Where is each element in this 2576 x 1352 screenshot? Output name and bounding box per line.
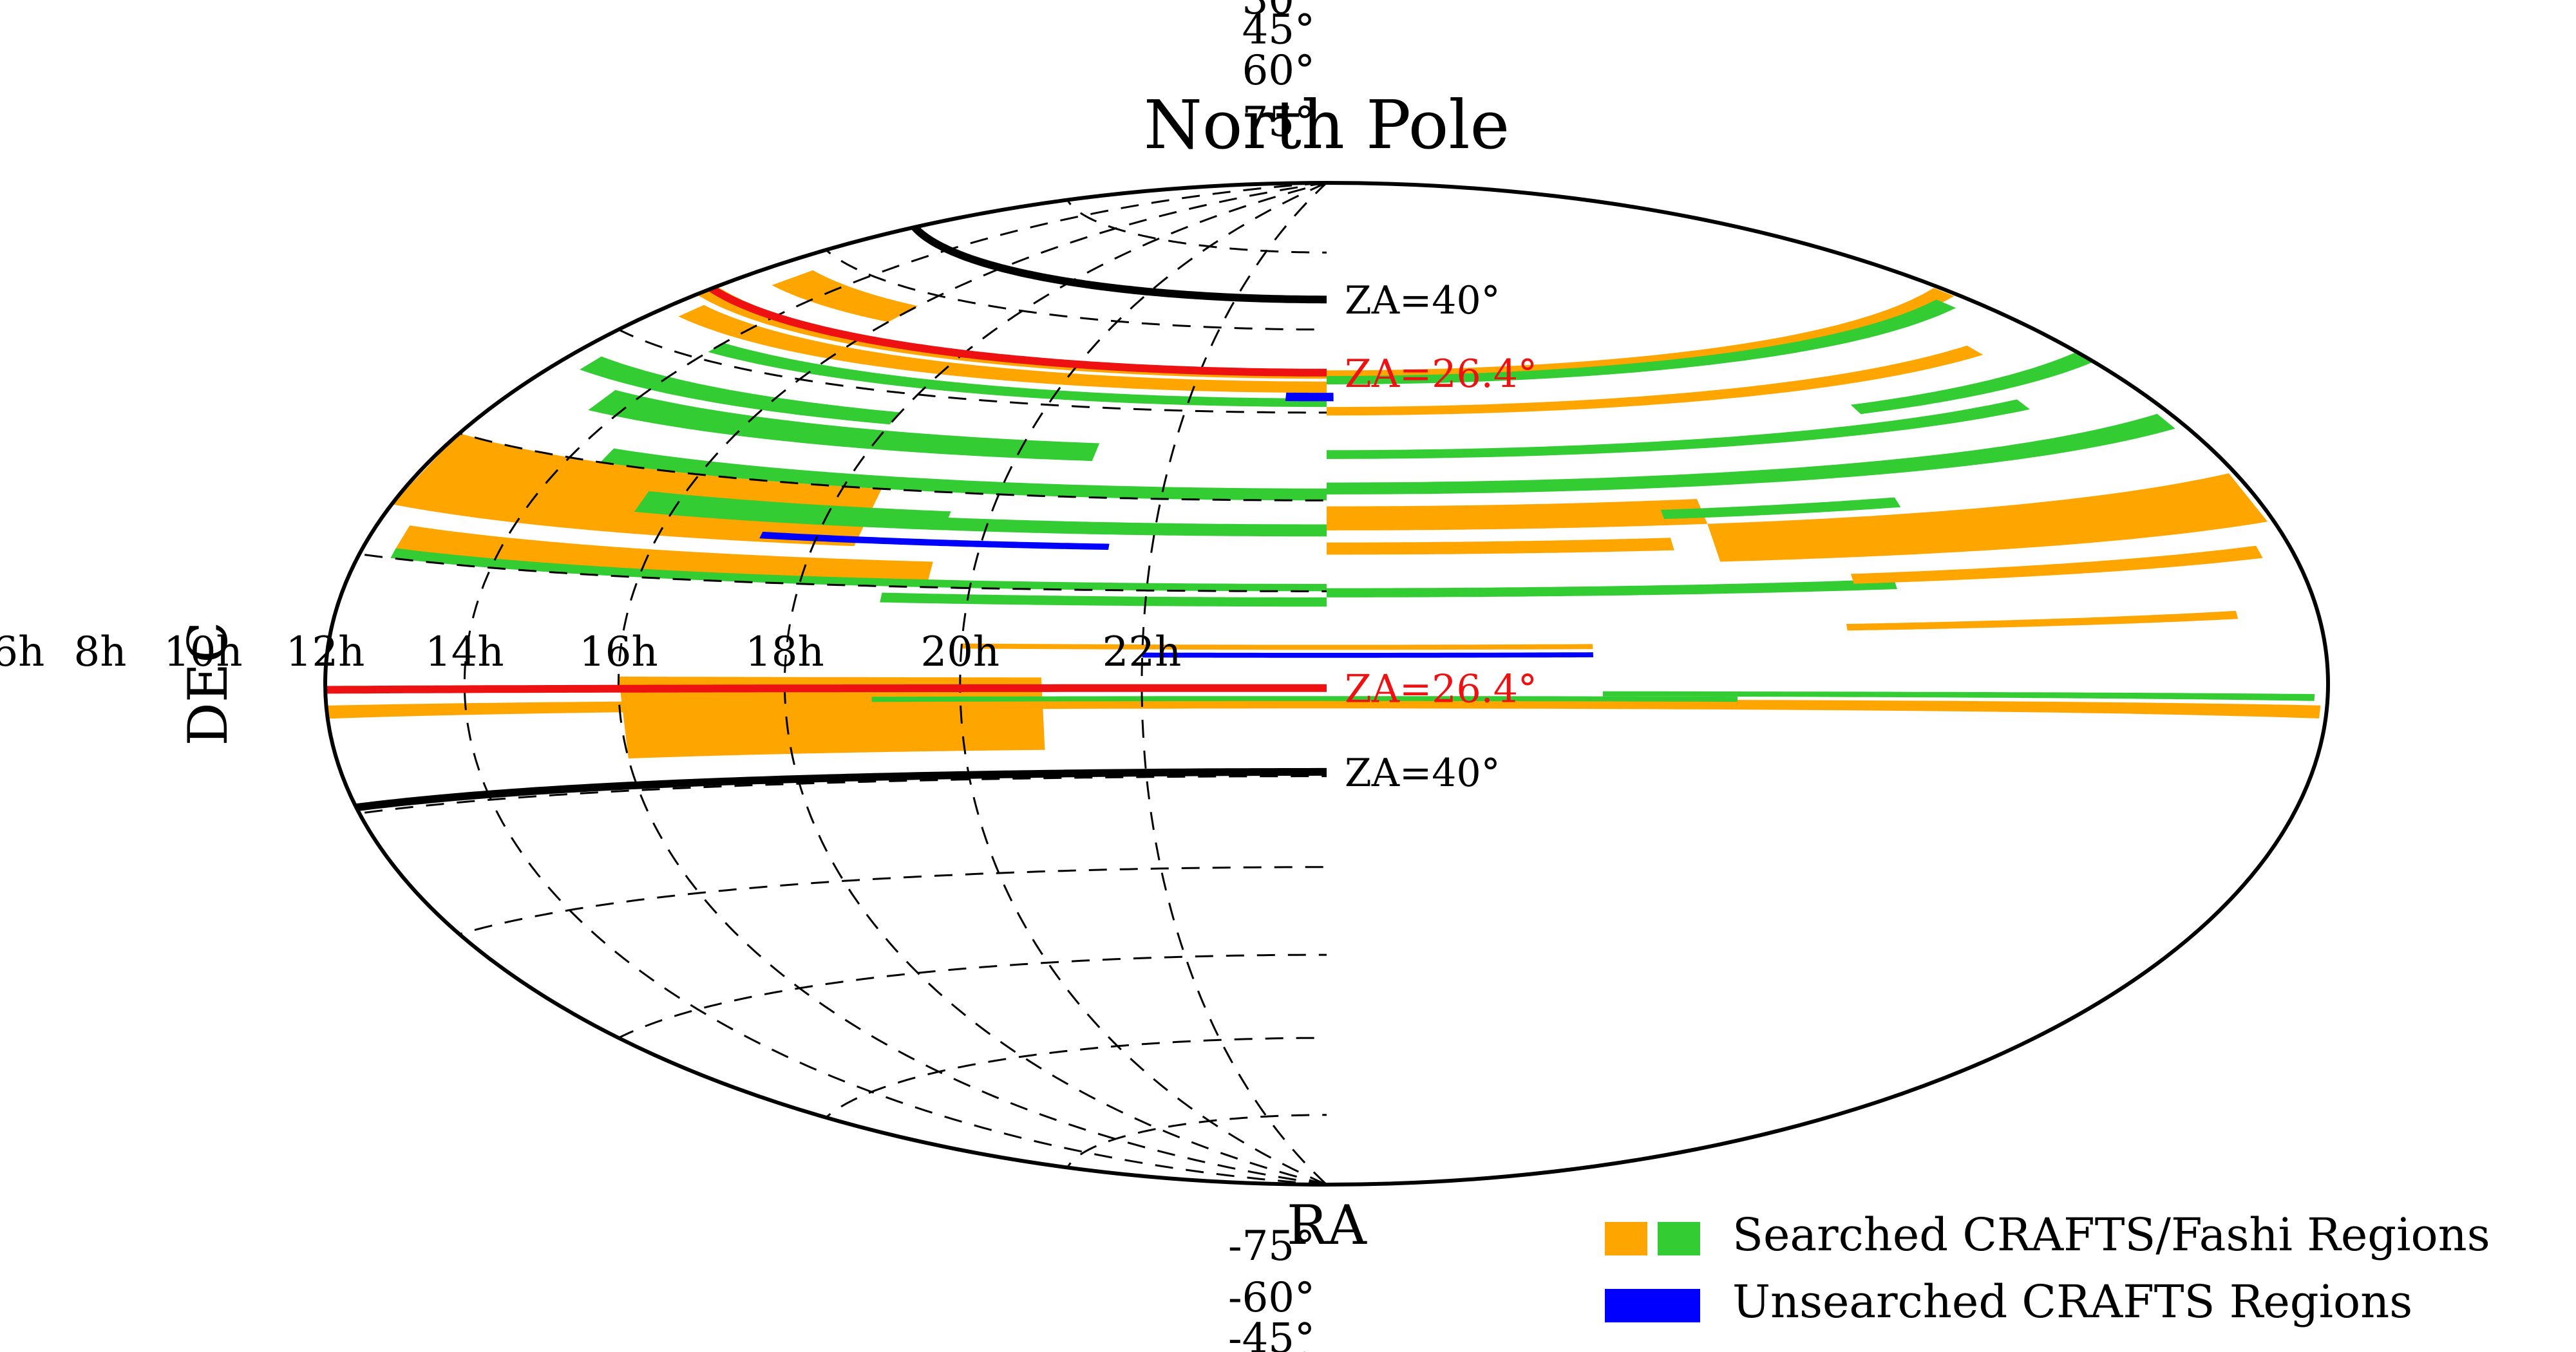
dec-tick-label: -30° (1228, 1345, 1315, 1352)
survey-region-7 (1285, 392, 1334, 402)
survey-region-10 (1327, 399, 2030, 459)
za-line-3 (325, 767, 1327, 1185)
dec-tick-label: 60° (1242, 47, 1315, 95)
survey-region-28 (1142, 652, 1594, 658)
survey-region-14 (634, 491, 951, 530)
survey-region-24 (1327, 579, 1897, 597)
legend-label-searched: Searched CRAFTS/Fashi Regions (1732, 1208, 2490, 1261)
ra-tick-label: 22h (1103, 628, 1182, 676)
ra-gridline (463, 183, 1327, 1185)
x-axis-label: RA (1287, 1194, 1367, 1257)
survey-region-3 (1327, 299, 1956, 384)
dec-tick-label: -45° (1228, 1315, 1315, 1352)
survey-region-11 (600, 448, 1327, 501)
legend: Searched CRAFTS/Fashi Regions Unsearched… (1605, 1208, 2490, 1328)
survey-region-2 (678, 305, 1327, 393)
ra-gridline (617, 183, 1327, 1185)
ra-tick-label: 20h (920, 628, 999, 676)
ra-tick-label: 14h (425, 628, 504, 676)
ra-tick-label: 10h (164, 628, 243, 676)
survey-region-25 (1850, 545, 2263, 584)
survey-region-17 (1660, 497, 1901, 520)
dec-tick-label: 75° (1242, 99, 1315, 146)
survey-region-4 (708, 343, 1327, 408)
za-line-label: ZA=26.4° (1345, 352, 1537, 397)
ra-gridline (1141, 183, 1328, 1185)
legend-swatch-orange (1605, 1222, 1647, 1255)
survey-region-18 (1707, 473, 2268, 562)
survey-region-22 (390, 548, 1327, 592)
survey-region-8 (580, 356, 901, 425)
chart-title: North Pole (1144, 86, 1510, 164)
survey-region-26 (1846, 610, 2239, 631)
dec-tick-label: -75° (1228, 1223, 1315, 1270)
ra-tick-label: 16h (579, 628, 658, 676)
sky-boundary (323, 181, 2330, 1187)
ra-tick-label: 12h (286, 628, 365, 676)
ra-gridline (783, 183, 1327, 1185)
survey-region-12 (1327, 413, 2175, 494)
ra-tick-label: 6h (0, 628, 44, 676)
za-line-labels: ZA=40° ZA=26.4° ZA=26.4° ZA=40° (1345, 278, 1537, 796)
legend-label-unsearched: Unsearched CRAFTS Regions (1732, 1275, 2412, 1328)
dec-tick-label: 30° (1242, 0, 1315, 24)
ra-tick-label: 18h (745, 628, 824, 676)
survey-region-21 (395, 525, 933, 581)
survey-region-5 (1327, 345, 1984, 416)
ra-tick-labels: 2h4h6h8h10h12h14h16h18h20h22h (0, 628, 1181, 676)
za-line-label: ZA=26.4° (1345, 667, 1537, 712)
ra-tick-label: 8h (74, 628, 127, 676)
survey-region-9 (588, 390, 1100, 462)
za-line-label: ZA=40° (1345, 278, 1501, 323)
y-axis-label: DEC (176, 622, 240, 746)
survey-region-20 (759, 531, 1110, 550)
survey-region-23 (880, 592, 1327, 607)
survey-region-27 (961, 643, 1593, 650)
dec-tick-labels: 75°60°45°30°15°0°-15°-30°-45°-60°-75° (1228, 0, 1315, 1352)
survey-region-19 (1327, 538, 1674, 555)
survey-region-32 (1602, 691, 2315, 701)
survey-region-30 (325, 699, 2321, 719)
dec-gridline (325, 775, 1327, 1185)
ra-gridline (959, 183, 1327, 1185)
survey-region-16 (1327, 499, 1708, 530)
dec-tick-label: 15° (1242, 0, 1315, 6)
survey-region-6 (1850, 352, 2094, 415)
dec-tick-label: -60° (1228, 1274, 1315, 1322)
dec-gridline (325, 866, 1327, 1185)
survey-regions (325, 270, 2321, 759)
survey-region-15 (902, 516, 1327, 537)
legend-swatch-blue (1605, 1289, 1700, 1322)
za-line-label: ZA=40° (1345, 751, 1501, 796)
dec-tick-label: 45° (1242, 6, 1315, 54)
survey-region-0 (772, 270, 918, 323)
legend-swatch-green (1658, 1222, 1700, 1255)
survey-region-31 (871, 696, 1738, 702)
survey-region-13 (392, 433, 882, 547)
